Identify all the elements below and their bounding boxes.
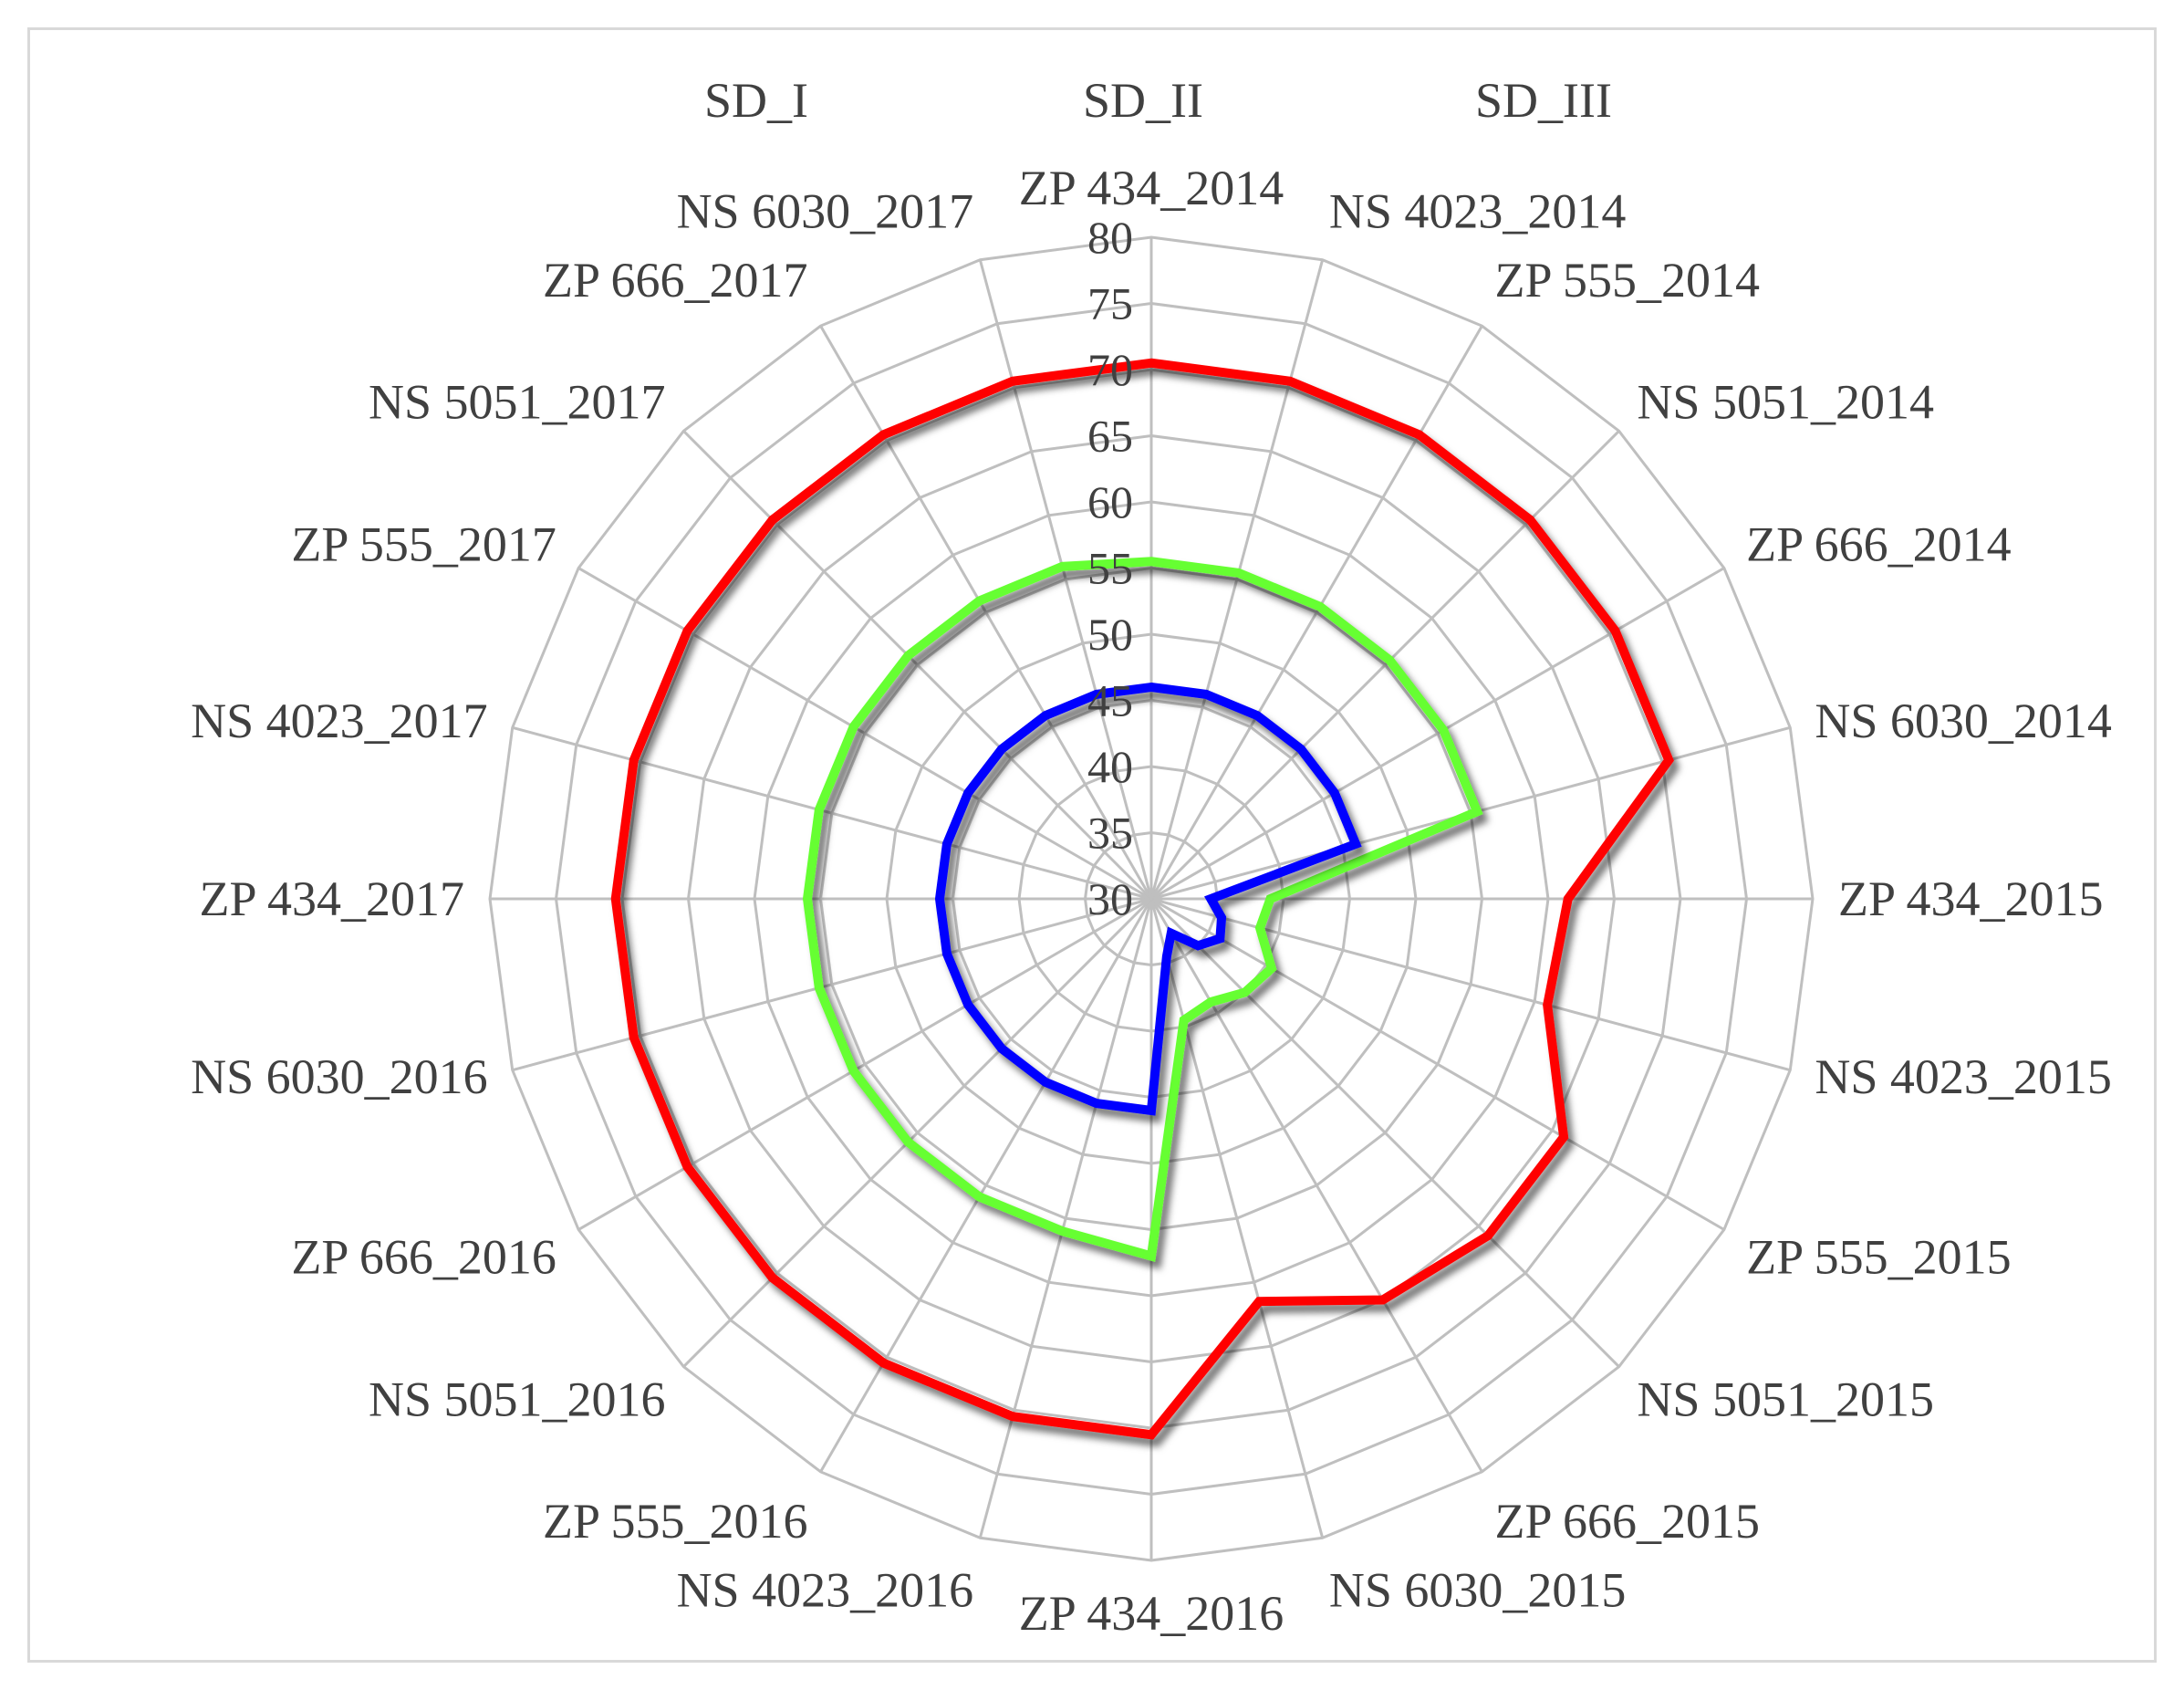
tick-label: 75 <box>1087 278 1133 329</box>
category-label: ZP 666_2014 <box>1746 517 2012 572</box>
tick-label: 65 <box>1087 411 1133 462</box>
category-label: NS 6030_2015 <box>1329 1562 1627 1617</box>
category-label: NS 5051_2017 <box>369 375 666 430</box>
grid-spoke <box>1149 898 1325 1539</box>
tick-label: 50 <box>1087 609 1133 660</box>
tick-label: 55 <box>1087 543 1133 594</box>
grid-spoke <box>1149 325 1483 900</box>
grid-spoke <box>1149 898 1483 1473</box>
grid-spoke <box>819 898 1153 1473</box>
legend-label: SD_I <box>704 73 808 128</box>
category-label: NS 5051_2014 <box>1637 375 1934 430</box>
grid-spoke <box>819 325 1153 900</box>
series-line-sd-i <box>610 358 1674 1440</box>
category-label: NS 4023_2017 <box>191 694 488 748</box>
category-label: ZP 434_2016 <box>1019 1586 1284 1641</box>
grid-spoke <box>682 897 1153 1368</box>
category-label: ZP 555_2016 <box>543 1494 808 1549</box>
tick-label: 35 <box>1087 808 1133 859</box>
tick-labels: 30 35 40 45 50 55 60 65 70 75 80 <box>1087 212 1133 924</box>
tick-label: 45 <box>1087 675 1133 726</box>
grid-spoke <box>1149 897 1620 1368</box>
tick-label: 30 <box>1087 873 1133 924</box>
category-label: NS 4023_2015 <box>1815 1049 2112 1104</box>
chart-frame <box>27 27 2157 1663</box>
grid-spoke <box>682 430 1153 901</box>
series-layer <box>610 358 1674 1440</box>
series-line-sd-iii <box>934 682 1362 1116</box>
legend-label: SD_III <box>1475 73 1612 128</box>
category-label: ZP 555_2015 <box>1746 1230 2012 1285</box>
grid-spoke <box>1150 567 1725 901</box>
category-label: NS 4023_2016 <box>677 1562 974 1617</box>
grid-spoke <box>577 897 1152 1231</box>
tick-label: 70 <box>1087 344 1133 395</box>
category-label: ZP 434_2017 <box>199 871 464 926</box>
category-label: NS 6030_2014 <box>1815 694 2112 748</box>
category-label: NS 6030_2017 <box>677 184 974 239</box>
grid-spoke <box>978 259 1153 900</box>
category-label: ZP 555_2017 <box>291 517 556 572</box>
category-label: NS 5051_2015 <box>1637 1372 1934 1426</box>
category-label: ZP 666_2016 <box>291 1230 556 1285</box>
tick-label: 60 <box>1087 476 1133 527</box>
legend: SD_I SD_II SD_III <box>602 73 1612 128</box>
category-labels: ZP 434_2014 NS 4023_2014 ZP 555_2014 NS 505… <box>191 161 2112 1641</box>
category-label: ZP 666_2015 <box>1495 1494 1761 1549</box>
category-label: ZP 434_2014 <box>1019 161 1284 215</box>
grid-spoke <box>512 897 1152 1072</box>
category-label: NS 5051_2016 <box>369 1372 666 1426</box>
grid-spoke <box>1150 897 1725 1231</box>
grid-spoke <box>978 898 1153 1539</box>
grid-spoke <box>512 725 1152 901</box>
grid-spoke <box>577 567 1152 901</box>
grid-spoke <box>1149 430 1620 901</box>
category-label: NS 4023_2014 <box>1329 184 1627 239</box>
category-label: ZP 555_2014 <box>1495 253 1761 308</box>
grid-spoke <box>1149 259 1325 900</box>
category-label: ZP 666_2017 <box>543 253 808 308</box>
series-line-sd-ii <box>802 557 1483 1262</box>
grid-layer <box>488 235 1815 1562</box>
tick-label: 80 <box>1087 212 1133 263</box>
category-label: ZP 434_2015 <box>1838 871 2104 926</box>
category-label: NS 6030_2016 <box>191 1049 488 1104</box>
legend-label: SD_II <box>1083 73 1203 128</box>
tick-label: 40 <box>1087 741 1133 792</box>
